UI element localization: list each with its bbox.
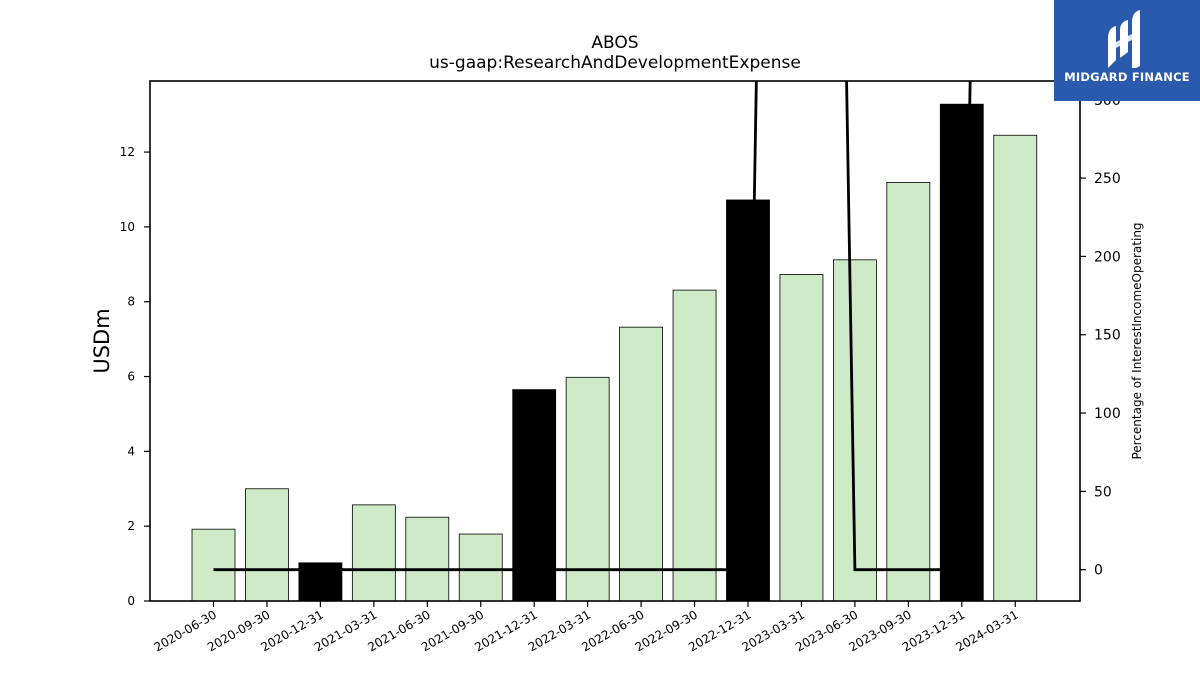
left-y-axis: 0 2 4 6 8 10 12 (120, 145, 150, 608)
bar-2021-03-31 (351, 504, 396, 602)
bar-2022-06-30 (619, 326, 663, 602)
plot-frame (149, 80, 1081, 602)
bar-2023-03-31 (779, 274, 824, 602)
bar-2024-03-31 (993, 134, 1038, 602)
chart-subtitle: us-gaap:ResearchAndDevelopmentExpense (429, 53, 801, 73)
right-tick-label: 50 (1094, 484, 1112, 500)
bar-2021-06-30 (405, 516, 450, 602)
bar-2022-09-30 (672, 289, 717, 602)
bar-2022-03-31 (565, 376, 610, 602)
bar-2021-09-30 (458, 533, 503, 602)
right-tick-label: 100 (1094, 406, 1121, 422)
right-y-axis: 050100150200250300 (1080, 93, 1121, 579)
bar-series (191, 103, 1038, 602)
midgard-logo-icon (1108, 10, 1140, 68)
line-percentage-interest-income (213, 81, 972, 572)
bar-2021-12-31 (512, 389, 557, 602)
left-tick-label: 4 (127, 444, 135, 458)
left-tick-label: 8 (127, 295, 135, 309)
bar-2022-12-31 (726, 199, 770, 602)
y-axis-label: USDm (90, 308, 114, 373)
bar-2020-06-30 (191, 528, 236, 602)
right-tick-label: 250 (1094, 171, 1121, 187)
logo-text: MIDGARD FINANCE (1064, 70, 1190, 84)
y2-axis-label: Percentage of InterestIncomeOperating (1130, 222, 1144, 459)
midgard-finance-logo: MIDGARD FINANCE (1054, 0, 1200, 101)
left-tick-label: 2 (127, 519, 135, 533)
left-tick-label: 6 (127, 370, 135, 384)
bar-2023-09-30 (886, 181, 931, 602)
right-tick-label: 200 (1094, 249, 1121, 265)
left-tick-label: 0 (127, 594, 135, 608)
left-tick-label: 12 (120, 145, 135, 159)
right-tick-label: 0 (1094, 563, 1103, 579)
line-series-layer (213, 81, 972, 572)
bar-2020-09-30 (245, 488, 289, 602)
x-axis: 2020-06-302020-09-302020-12-312021-03-31… (152, 601, 1021, 654)
left-tick-label: 10 (120, 220, 135, 234)
chart-title: ABOS (591, 33, 638, 53)
right-tick-label: 150 (1094, 328, 1121, 344)
